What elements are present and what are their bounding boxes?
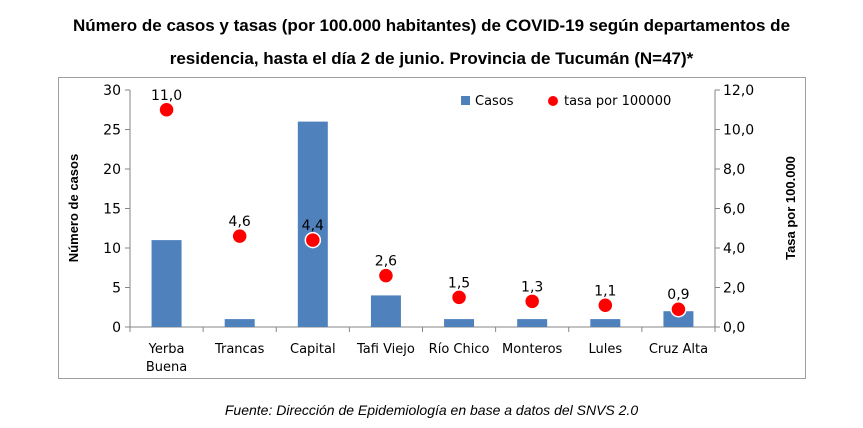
- y2-tick-label: 6,0: [723, 202, 745, 218]
- dot-tasa: [523, 293, 541, 310]
- y2-tick-label: 4,0: [723, 241, 745, 257]
- y-tick-label: 25: [103, 123, 121, 139]
- bars-group: [151, 121, 694, 327]
- x-tick-label: Cruz Alta: [649, 342, 708, 357]
- y2-tick-label: 10,0: [723, 123, 754, 139]
- x-tick-label: Tafi Viejo: [356, 342, 415, 357]
- dot-tasa: [158, 101, 175, 118]
- labels-group: 11,0 4,6 4,4 2,6 1,5 1,3 1,1 0,9: [151, 88, 690, 303]
- data-label-tasa: 1,1: [594, 283, 616, 299]
- legend: Casos tasa por 100000: [461, 94, 671, 109]
- dot-tasa: [231, 227, 248, 245]
- bar-casos: [663, 311, 694, 327]
- data-label-tasa: 1,3: [521, 279, 543, 295]
- x-tick-label: Capital: [290, 342, 336, 357]
- data-label-tasa: 11,0: [151, 88, 182, 104]
- data-label-tasa: 1,5: [448, 275, 470, 291]
- legend-label-casos: Casos: [475, 94, 514, 109]
- x-tick-label: Río Chico: [429, 342, 490, 357]
- y2-tick-label: 12,0: [723, 83, 754, 99]
- bar-casos: [444, 319, 475, 327]
- y-tick-label: 0: [112, 320, 121, 336]
- legend-label-tasa: tasa por 100000: [564, 94, 671, 109]
- x-tick-label: Buena: [146, 360, 187, 375]
- dot-tasa: [377, 267, 395, 284]
- y-tick-label: 5: [112, 281, 121, 297]
- y-tick-label: 20: [103, 162, 121, 178]
- bar-casos: [517, 319, 548, 327]
- chart-title-line-1: Número de casos y tasas (por 100.000 hab…: [72, 16, 791, 35]
- dot-tasa: [597, 297, 614, 314]
- y2-tick-label: 8,0: [723, 162, 745, 178]
- legend-swatch-casos: [461, 96, 470, 105]
- y-tick-label: 30: [103, 83, 121, 99]
- bar-casos: [224, 319, 255, 327]
- dot-tasa: [450, 289, 468, 306]
- y2-tick-label: 0,0: [723, 320, 745, 336]
- chart-title-line-2: residencia, hasta el día 2 de junio. Pro…: [169, 49, 694, 68]
- dot-tasa: [670, 300, 687, 318]
- source-note: Fuente: Dirección de Epidemiología en ba…: [224, 402, 639, 418]
- y2-tick-label: 2,0: [723, 281, 745, 297]
- data-label-tasa: 0,9: [667, 287, 689, 303]
- y-tick-label: 15: [103, 202, 121, 218]
- y-axis-label: Número de casos: [66, 154, 81, 262]
- data-label-tasa: 4,6: [229, 214, 251, 230]
- bar-casos: [297, 121, 328, 327]
- bar-casos: [151, 240, 182, 327]
- y2-axis-label: Tasa por 100.000: [783, 156, 798, 260]
- x-tick-label: Yerba: [148, 342, 185, 357]
- axes-group: 0 5 10 15 20 25 30 0,0 2,0 4,0 6,0 8,0 10,0 12,0 Yerba…: [103, 83, 754, 375]
- x-tick-label: Monteros: [502, 342, 563, 357]
- bar-casos: [370, 295, 401, 327]
- data-label-tasa: 2,6: [375, 254, 397, 270]
- y-tick-label: 10: [103, 241, 121, 257]
- x-tick-label: Trancas: [214, 342, 265, 357]
- bar-casos: [590, 319, 621, 327]
- dots-group: [158, 101, 687, 318]
- x-tick-label: Lules: [588, 342, 622, 357]
- legend-swatch-tasa: [548, 96, 558, 106]
- chart-frame: [58, 77, 806, 379]
- data-label-tasa: 4,4: [302, 218, 324, 234]
- dot-tasa: [304, 231, 322, 249]
